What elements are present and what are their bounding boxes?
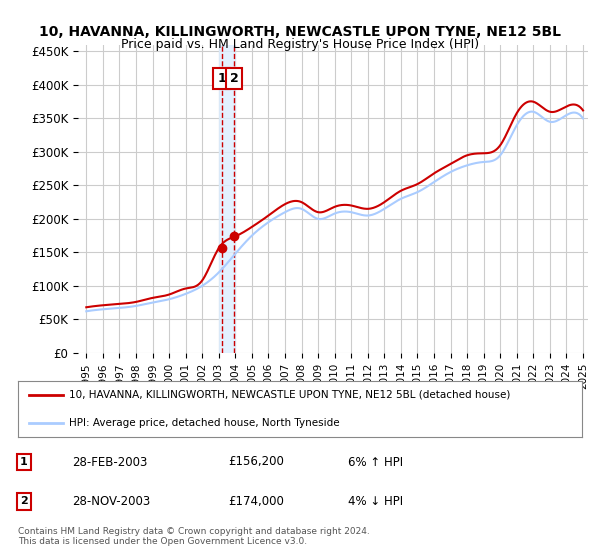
Text: 28-NOV-2003: 28-NOV-2003 <box>72 494 150 508</box>
Text: 6% ↑ HPI: 6% ↑ HPI <box>348 455 403 469</box>
Text: Price paid vs. HM Land Registry's House Price Index (HPI): Price paid vs. HM Land Registry's House … <box>121 38 479 51</box>
Text: 28-FEB-2003: 28-FEB-2003 <box>72 455 148 469</box>
Bar <box>219 45 235 353</box>
Text: £156,200: £156,200 <box>228 455 284 469</box>
Text: HPI: Average price, detached house, North Tyneside: HPI: Average price, detached house, Nort… <box>69 418 340 428</box>
Text: 2: 2 <box>230 72 238 85</box>
Text: Contains HM Land Registry data © Crown copyright and database right 2024.
This d: Contains HM Land Registry data © Crown c… <box>18 526 370 546</box>
Text: 1: 1 <box>217 72 226 85</box>
Text: 10, HAVANNA, KILLINGWORTH, NEWCASTLE UPON TYNE, NE12 5BL: 10, HAVANNA, KILLINGWORTH, NEWCASTLE UPO… <box>39 25 561 39</box>
Text: 2: 2 <box>20 496 28 506</box>
Text: £174,000: £174,000 <box>228 494 284 508</box>
Text: 1: 1 <box>20 457 28 467</box>
Text: 10, HAVANNA, KILLINGWORTH, NEWCASTLE UPON TYNE, NE12 5BL (detached house): 10, HAVANNA, KILLINGWORTH, NEWCASTLE UPO… <box>69 390 510 400</box>
Text: 4% ↓ HPI: 4% ↓ HPI <box>348 494 403 508</box>
